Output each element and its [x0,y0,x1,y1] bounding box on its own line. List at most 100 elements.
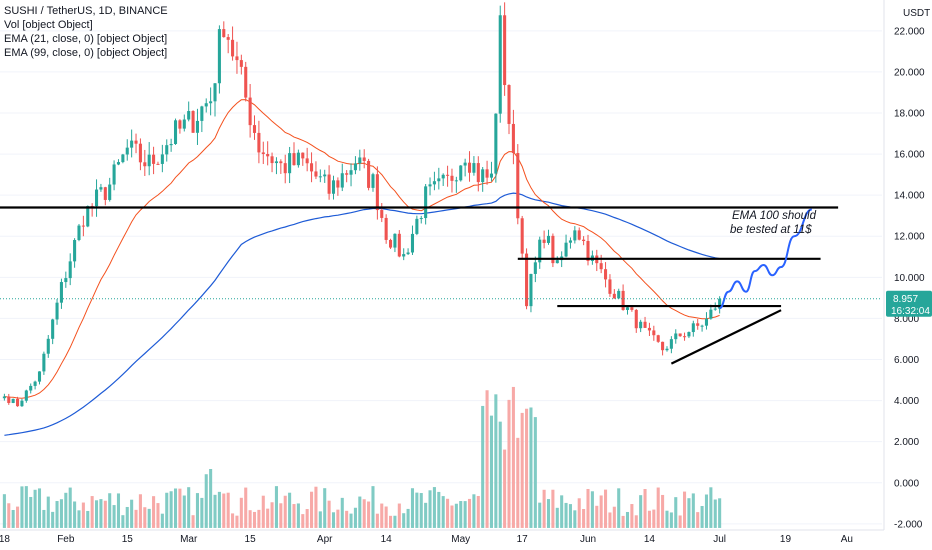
candle-body [331,180,336,194]
price-tick-label: 18.000 [894,108,925,119]
candle-body [489,173,493,178]
volume-bar [704,494,709,528]
candle-body [551,235,555,264]
volume-bar [472,494,476,528]
candle-body [617,290,621,299]
candles [2,2,722,407]
volume-bar [29,496,33,528]
candle-body [476,163,480,183]
candle-body [503,15,507,86]
volume-bar [380,503,384,528]
candle-body [51,319,55,339]
volume-bar [683,491,687,528]
candle-body [577,230,581,240]
volume-bar [489,415,493,528]
volume-bar [152,496,156,528]
price-badge-bg [886,290,932,317]
candle-body [270,156,274,164]
candle-body [555,260,559,264]
volume-bar [239,497,243,528]
volume-bar [573,510,577,528]
candle-body [687,332,691,337]
candle-body [266,154,270,157]
volume-bar [340,497,344,528]
price-badge-countdown: 16:32:04 [891,306,930,317]
volume-bar [169,491,173,528]
candle-body [64,278,68,283]
volume-bar [397,503,401,528]
volume-bar [564,502,568,528]
volume-bar [432,487,436,528]
legend-ema99: EMA (99, close, 0) [object Object] [4,47,168,59]
candle-body [621,290,625,310]
price-axis[interactable]: 22.000 20.000 18.000 16.000 14.000 12.000 10.0… [883,0,925,530]
candle-body [283,163,287,174]
time-axis[interactable]: 18 Feb 15 Mar 15 Apr 14 May 17 Jun 14 Jul 19 Au [0,529,884,545]
volume-bar [108,493,112,528]
candle-body [147,154,151,167]
volume-bar [375,513,379,528]
volume-bar [450,505,454,528]
volume-bar [494,394,498,528]
candle-body [674,333,678,340]
volume-bar [112,505,116,528]
candle-body [467,162,472,173]
volume-bar [231,513,235,528]
candle-body [125,147,129,155]
candle-body [362,157,366,161]
candle-body [691,323,695,333]
volume-bar [235,515,239,528]
volume-bar [542,489,546,528]
candle-body [389,239,393,248]
volume-bar [73,501,77,528]
candle-body [393,233,397,248]
candle-body [371,174,375,188]
trend-line [670,309,782,365]
candle-body [99,187,103,190]
candle-body [261,152,265,155]
volume-bar [116,493,121,528]
candle-body [121,154,125,163]
volume-bar [428,490,432,528]
price-tick-label: 16.000 [894,150,925,161]
candle-body [661,341,665,351]
volume-bar [467,498,472,528]
volume-bar [283,495,287,528]
volume-bar [46,496,50,528]
volume-bar [669,512,673,528]
annotation-line-1: EMA 100 should [732,210,817,222]
candle-body [59,282,63,303]
candle-body [292,153,296,166]
volume-bar [143,507,147,528]
candle-body [310,163,314,172]
volume-bar [16,506,20,528]
volume-bar [296,503,300,528]
candle-body [525,253,529,307]
volume-bar [292,504,296,528]
candle-body [454,180,458,182]
candle-body [252,125,257,133]
candle-body [665,348,669,351]
volume-bar [498,421,502,528]
candle-body [384,217,388,240]
price-tick-label: 4.000 [894,396,919,407]
volume-bar [64,492,68,528]
price-badge-value: 8.957 [893,294,918,305]
volume-bar [459,501,463,528]
candle-body [95,189,99,207]
candle-body [612,293,616,299]
candle-body [143,162,147,167]
candle-body [498,15,502,114]
volume-bar [24,486,28,528]
candle-body [160,154,164,164]
candle-body [279,161,283,164]
volume-bar [314,486,318,528]
candle-body [209,101,213,104]
volume-bar [310,491,314,528]
candle-body [520,218,524,254]
candle-body [213,83,217,102]
volume-bar [485,390,489,528]
candle-body [678,333,682,337]
annotation-line-2: be tested at 11$ [730,224,812,236]
